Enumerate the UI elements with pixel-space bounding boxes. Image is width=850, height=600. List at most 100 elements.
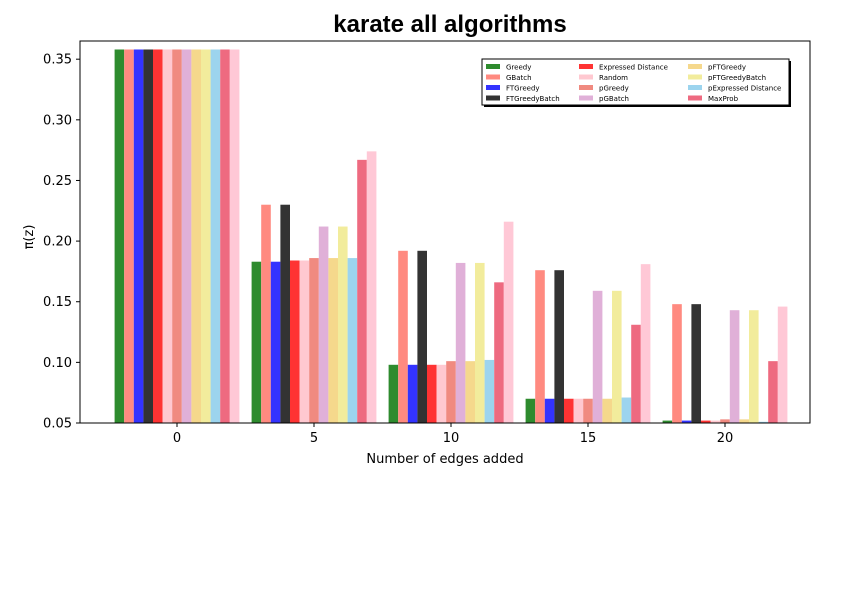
x-axis-label: Number of edges added <box>366 452 523 467</box>
x-tick-label: 10 <box>443 431 460 446</box>
bar-series-13-10 <box>503 221 514 423</box>
bar-ftgreedybatch-10 <box>417 250 427 423</box>
legend-label: GBatch <box>506 74 532 82</box>
legend-swatch <box>486 95 500 101</box>
legend-label: Expressed Distance <box>599 64 668 72</box>
bar-maxprob-15 <box>631 324 641 423</box>
bar-ftgreedy-20 <box>681 420 692 423</box>
bar-ftgreedy-5 <box>270 261 281 423</box>
legend-swatch <box>486 85 500 90</box>
x-tick-label: 20 <box>717 431 734 446</box>
y-axis: 0.05 0.10 0.15 0.20 0.25 0.30 0.35 <box>43 53 80 432</box>
legend-label: pGreedy <box>599 85 629 93</box>
bar-greedy-20 <box>662 420 673 423</box>
bar-maxprob-20 <box>768 361 778 423</box>
y-tick-label: 0.05 <box>43 417 72 432</box>
bar-greedy-15 <box>525 398 536 423</box>
legend-swatch <box>579 95 593 101</box>
bar-series-13-15 <box>640 264 651 423</box>
bar-pexpressed-distance-0 <box>210 49 221 423</box>
bar-series-13-0 <box>229 49 240 423</box>
bar-random-20 <box>710 420 721 423</box>
legend-label: pGBatch <box>599 95 629 103</box>
bar-pexpressed-distance-20 <box>758 421 769 423</box>
y-tick-label: 0.15 <box>43 295 72 310</box>
bar-pftgreedy-5 <box>328 258 338 423</box>
bar-gbatch-15 <box>535 270 545 423</box>
bar-pexpressed-distance-5 <box>347 258 358 423</box>
x-axis: 0 5 10 15 20 <box>173 423 733 446</box>
bar-expressed-distance-10 <box>427 364 437 423</box>
bars-group <box>114 49 788 423</box>
bar-ftgreedybatch-5 <box>280 204 290 423</box>
bar-pftgreedybatch-5 <box>338 226 348 423</box>
legend-label: MaxProb <box>708 95 739 103</box>
legend-swatch <box>579 85 593 90</box>
x-tick-label: 15 <box>580 431 597 446</box>
legend-box <box>481 58 790 106</box>
bar-ftgreedybatch-15 <box>554 270 564 423</box>
legend-label: pFTGreedy <box>708 64 746 72</box>
plot-frame <box>79 40 811 424</box>
bar-greedy-10 <box>388 364 399 423</box>
bar-pftgreedybatch-10 <box>475 262 485 423</box>
bar-random-10 <box>436 364 447 423</box>
bar-pexpressed-distance-15 <box>621 397 632 423</box>
bar-pftgreedy-15 <box>602 398 612 423</box>
bar-pftgreedy-20 <box>739 419 749 423</box>
legend-label: FTGreedy <box>506 85 540 93</box>
bar-pgbatch-0 <box>181 49 192 423</box>
bar-gbatch-0 <box>124 49 134 423</box>
y-tick-label: 0.25 <box>43 174 72 189</box>
bar-pftgreedybatch-0 <box>201 49 211 423</box>
bar-pftgreedybatch-20 <box>749 310 759 423</box>
y-tick-label: 0.10 <box>43 356 72 371</box>
legend-swatch <box>688 85 702 90</box>
bar-pftgreedybatch-15 <box>612 290 622 423</box>
bar-expressed-distance-20 <box>701 420 711 423</box>
bar-gbatch-20 <box>672 304 682 423</box>
bar-maxprob-0 <box>220 49 230 423</box>
legend-swatch <box>486 74 500 80</box>
x-tick-label: 5 <box>310 431 318 446</box>
bar-pgbatch-10 <box>455 262 466 423</box>
legend-label: Random <box>599 74 628 82</box>
legend-swatch <box>688 95 702 101</box>
legend-swatch <box>688 74 702 80</box>
bar-random-15 <box>573 398 584 423</box>
bar-series-13-5 <box>366 151 377 423</box>
bar-pgbatch-5 <box>318 226 329 423</box>
bar-expressed-distance-15 <box>564 398 574 423</box>
bar-pexpressed-distance-10 <box>484 359 495 423</box>
bar-ftgreedy-0 <box>133 49 144 423</box>
bar-ftgreedy-15 <box>544 398 555 423</box>
bar-pgreedy-10 <box>446 361 456 423</box>
legend-swatch <box>579 74 593 80</box>
bar-random-5 <box>299 260 310 423</box>
bar-ftgreedy-10 <box>407 364 418 423</box>
x-tick-label: 0 <box>173 431 181 446</box>
bar-greedy-5 <box>251 261 262 423</box>
bar-pgbatch-15 <box>592 290 603 423</box>
bar-expressed-distance-0 <box>153 49 163 423</box>
legend-label: pExpressed Distance <box>708 85 781 93</box>
bar-maxprob-10 <box>494 282 504 423</box>
bar-gbatch-5 <box>261 204 271 423</box>
bar-ftgreedybatch-0 <box>143 49 153 423</box>
bar-ftgreedybatch-20 <box>691 304 701 423</box>
legend-swatch <box>579 64 593 69</box>
y-tick-label: 0.35 <box>43 53 72 68</box>
bar-pgreedy-0 <box>172 49 182 423</box>
legend: Greedy GBatch FTGreedy FTGreedyBatch Express… <box>481 58 791 107</box>
bar-pftgreedy-0 <box>191 49 201 423</box>
y-axis-label: π(z) <box>22 225 37 250</box>
bar-random-0 <box>162 49 173 423</box>
bar-pgreedy-5 <box>309 258 319 423</box>
bar-maxprob-5 <box>357 159 367 423</box>
legend-label: Greedy <box>506 64 531 72</box>
bar-pgreedy-20 <box>720 419 730 423</box>
y-tick-label: 0.30 <box>43 113 72 128</box>
bar-expressed-distance-5 <box>290 260 300 423</box>
bar-pgbatch-20 <box>729 310 740 423</box>
bar-pftgreedy-10 <box>465 361 475 423</box>
